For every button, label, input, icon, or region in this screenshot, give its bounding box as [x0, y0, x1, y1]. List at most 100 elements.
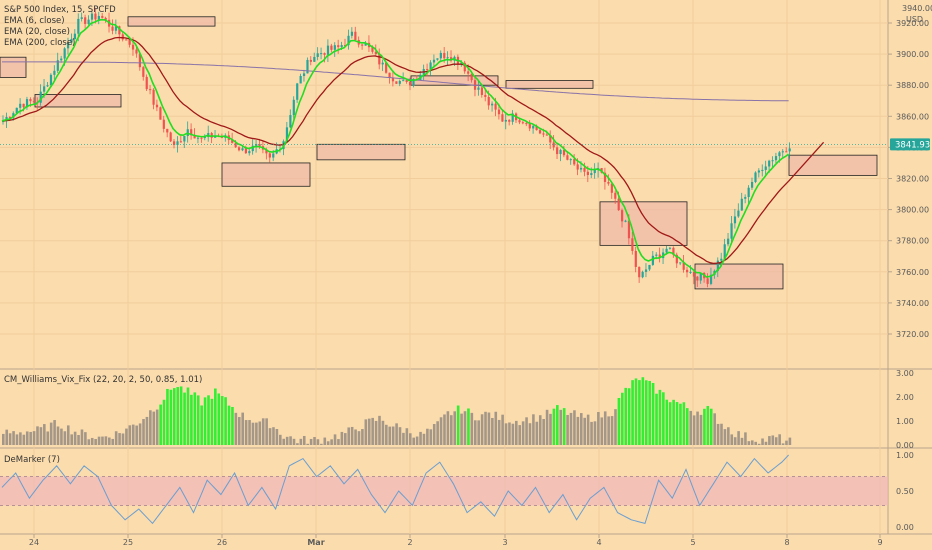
vix-bar: [114, 431, 118, 445]
vix-bar: [149, 410, 152, 445]
vix-bar: [750, 440, 754, 445]
vix-bar: [97, 436, 101, 445]
vix-bar: [56, 426, 60, 445]
candle-body: [46, 85, 49, 87]
candle-body: [426, 68, 429, 70]
vix-bar: [730, 434, 734, 445]
vix-bar: [450, 415, 453, 445]
vix-bar: [785, 440, 788, 445]
vix-bar: [648, 380, 651, 445]
vix-bar: [603, 411, 607, 445]
candle-body: [542, 133, 545, 135]
vix-bar: [179, 386, 183, 445]
candle-body: [162, 119, 165, 129]
candle-body: [378, 54, 381, 65]
vix-tick-label: 0.00: [896, 441, 914, 450]
vix-axis-ticks: 3.00 2.00 1.00 0.00: [896, 369, 914, 450]
candle-body: [644, 269, 648, 272]
candle-body: [576, 164, 579, 170]
vix-bar: [682, 402, 686, 445]
vix-bar: [357, 431, 361, 445]
candle-body: [655, 254, 658, 256]
vix-bar: [593, 421, 597, 445]
vix-bar: [781, 443, 785, 445]
vix-bar: [166, 388, 169, 445]
candle-body: [727, 238, 730, 245]
candle-body: [559, 149, 562, 155]
candle-body: [593, 169, 596, 174]
candle-body: [395, 81, 398, 84]
currency-label: USD: [906, 15, 923, 24]
candle-body: [142, 67, 145, 77]
candle-body: [627, 220, 631, 239]
candle-body: [460, 62, 463, 64]
vix-bar: [340, 431, 344, 445]
candle-body: [350, 31, 354, 36]
candle-body: [138, 53, 141, 68]
date-tick-label: 8: [784, 538, 789, 547]
candle-body: [740, 198, 743, 211]
vix-bar: [542, 419, 545, 445]
price-axis-top-partial: 3940.00: [902, 4, 932, 13]
candle-body: [566, 155, 569, 160]
candle-body: [265, 149, 268, 154]
vix-bar: [658, 389, 662, 445]
price-tick-label: 3900.00: [896, 50, 929, 59]
vix-bar: [576, 416, 580, 445]
vix-bar: [108, 437, 111, 445]
candle-body: [631, 238, 634, 251]
vix-bar: [764, 441, 768, 445]
candle-body: [689, 271, 692, 273]
vix-bar: [333, 434, 337, 445]
candle-body: [19, 103, 22, 108]
vix-bar: [292, 438, 296, 445]
vix-bar: [261, 418, 265, 445]
candle-body: [289, 115, 292, 128]
candle-body: [385, 62, 388, 73]
vix-bar: [77, 434, 80, 445]
candle-body: [302, 73, 306, 76]
vix-bar: [49, 422, 53, 445]
vix-bar: [453, 411, 457, 445]
vix-bar: [778, 434, 781, 445]
candle-body: [179, 141, 183, 143]
vix-bar: [679, 403, 682, 445]
vix-bar: [152, 411, 156, 445]
candle-body: [29, 99, 32, 102]
vix-bar: [53, 420, 56, 445]
vix-bar: [220, 396, 224, 445]
vix-bar: [426, 428, 429, 445]
vix-tick-label: 2.00: [896, 393, 914, 402]
vix-bar: [162, 399, 166, 445]
vix-bar: [768, 436, 771, 445]
candle-body: [347, 35, 350, 46]
candle-body: [149, 89, 152, 91]
candle-body: [258, 144, 261, 147]
vix-bar: [2, 433, 5, 445]
vix-bar: [128, 425, 132, 445]
vix-bar: [631, 380, 634, 445]
vix-bar: [521, 421, 525, 445]
date-axis-ticks: 24 25 26 Mar 2 3 4 5 8 9: [29, 534, 883, 547]
vix-bar: [432, 424, 436, 445]
vix-bar: [265, 418, 268, 445]
date-tick-label: 24: [29, 538, 39, 547]
demarker-band: [0, 476, 888, 506]
candle-body: [573, 159, 576, 165]
vix-bar: [627, 388, 631, 445]
vix-bar: [248, 420, 251, 445]
vix-bar: [617, 398, 621, 445]
candle-body: [73, 33, 77, 39]
candle-body: [569, 159, 572, 161]
vix-bar: [337, 439, 340, 445]
vix-bar: [63, 431, 67, 445]
vix-bar: [699, 414, 703, 445]
vix-bar: [556, 405, 559, 445]
ema6-line: [1, 18, 790, 278]
price-tick-label: 3760.00: [896, 268, 929, 277]
price-box: [316, 143, 406, 161]
demarker-tick-label: 0.50: [896, 487, 914, 496]
candle-body: [467, 71, 470, 74]
candle-body: [66, 42, 70, 49]
vix-bar: [515, 420, 518, 445]
